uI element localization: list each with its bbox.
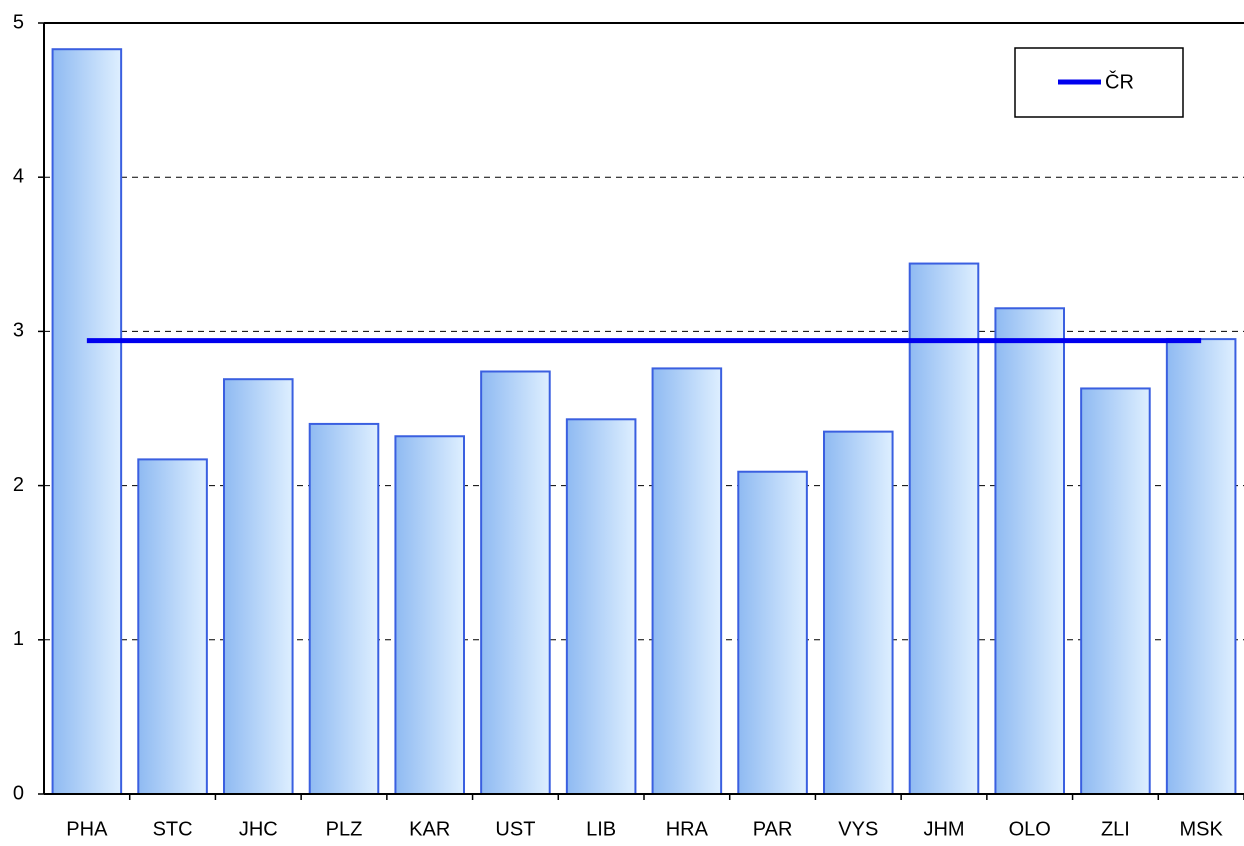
- x-tick-label: JHM: [923, 818, 964, 840]
- x-tick-label: PLZ: [326, 818, 363, 840]
- x-tick-label: PHA: [66, 818, 108, 840]
- x-tick-label: UST: [495, 818, 535, 840]
- bar: [1165, 338, 1237, 795]
- y-tick-label: 0: [13, 782, 24, 804]
- y-tick-label: 5: [13, 11, 24, 33]
- x-tick-label: OLO: [1009, 818, 1051, 840]
- x-tick-label: KAR: [409, 818, 450, 840]
- bar: [565, 418, 637, 795]
- bar: [823, 430, 894, 795]
- bar: [394, 435, 465, 795]
- bar: [1080, 387, 1151, 795]
- bar: [737, 470, 808, 795]
- x-tick-label: HRA: [666, 818, 709, 840]
- bar: [137, 458, 208, 795]
- x-tick-label: ZLI: [1101, 818, 1130, 840]
- y-tick-label: 4: [13, 165, 24, 187]
- bar: [651, 367, 723, 795]
- x-tick-label: LIB: [586, 818, 616, 840]
- y-tick-label: 2: [13, 474, 24, 496]
- bar: [480, 370, 551, 795]
- y-tick-label: 3: [13, 320, 24, 342]
- x-tick-label: STC: [153, 818, 193, 840]
- bar: [994, 307, 1066, 795]
- bars: [51, 48, 1237, 796]
- x-tick-label: JHC: [239, 818, 278, 840]
- bar: [223, 378, 294, 795]
- x-tick-label: MSK: [1179, 818, 1223, 840]
- legend: ČR: [1014, 47, 1184, 118]
- bar: [908, 262, 980, 795]
- x-tick-label: VYS: [838, 818, 878, 840]
- y-tick-label: 1: [13, 628, 24, 650]
- bar: [51, 48, 123, 796]
- bar: [308, 422, 380, 795]
- x-tick-label: PAR: [753, 818, 793, 840]
- axes: 0 1 2 3 4 5 PHA STC JHC PLZ KAR UST LIB HRA PAR VYS JHM O…: [13, 11, 1244, 840]
- legend-label: ČR: [1105, 70, 1134, 93]
